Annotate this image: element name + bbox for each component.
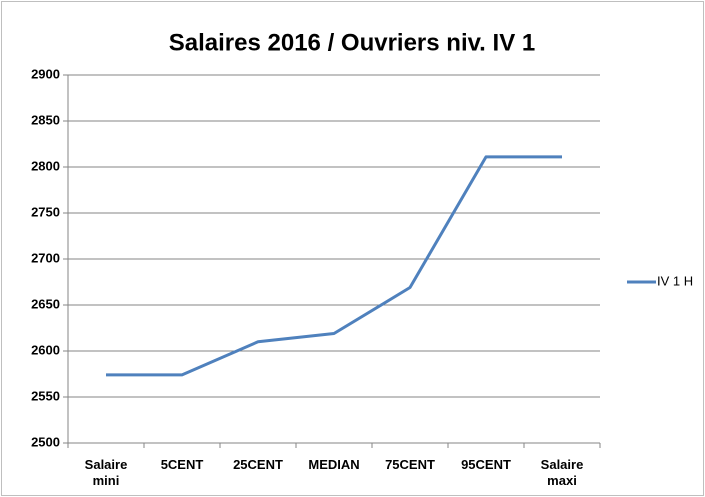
y-tick-label: 2550	[31, 388, 60, 403]
x-tick-label: Salaire maxi	[540, 457, 584, 488]
x-tick-label: MEDIAN	[308, 457, 360, 472]
series-line	[106, 155, 562, 377]
y-tick-label: 2900	[31, 66, 60, 81]
y-tick-label: 2800	[31, 158, 60, 173]
x-tick-label: 5CENT	[160, 457, 204, 472]
y-tick-label: 2650	[31, 296, 60, 311]
x-tick-label: 75CENT	[385, 457, 435, 472]
y-tick-label: 2750	[31, 204, 60, 219]
x-tick-label: Salaire mini	[84, 457, 128, 488]
legend-label: IV 1 H	[657, 273, 693, 288]
y-tick-label: 2700	[31, 250, 60, 265]
x-tick-label: 25CENT	[233, 457, 283, 472]
y-tick-label: 2500	[31, 434, 60, 449]
x-tick-label: 95CENT	[461, 457, 511, 472]
y-tick-label: 2850	[31, 112, 60, 127]
y-tick-label: 2600	[31, 342, 60, 357]
chart-title: Salaires 2016 / Ouvriers niv. IV 1	[169, 29, 535, 56]
